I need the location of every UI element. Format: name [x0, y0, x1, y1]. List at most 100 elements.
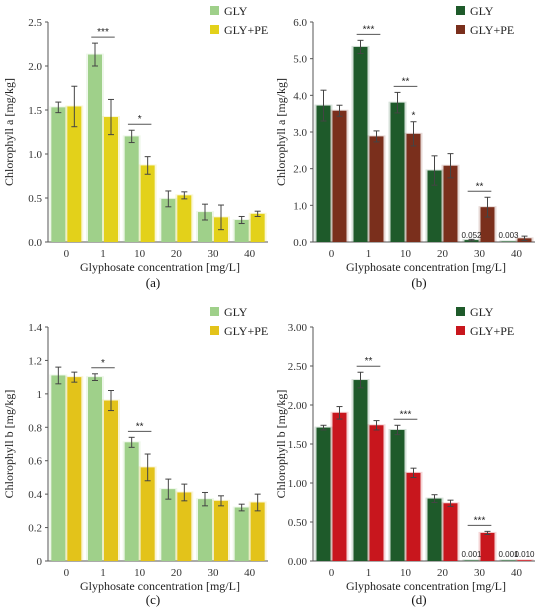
x-tick-label: 20 [437, 248, 449, 260]
y-tick-label: 0.50 [288, 517, 308, 529]
bar-gly-pe-30 [214, 500, 228, 561]
y-tick-label: 0.6 [28, 456, 42, 468]
bar-gly-pe-40 [250, 213, 265, 242]
bar-gly-30 [464, 560, 479, 561]
y-tick-label: 0.4 [28, 489, 42, 501]
bar-glow [515, 559, 534, 561]
x-tick-label: 0 [329, 567, 335, 579]
x-tick-label: 30 [208, 248, 220, 260]
x-tick-label: 0 [64, 248, 70, 260]
bar-gly-30 [198, 499, 212, 561]
x-tick-label: 10 [134, 567, 146, 579]
bar-gly-pe-10 [406, 472, 421, 561]
y-tick-label: 0.2 [28, 523, 42, 535]
y-axis-title: Chlorophyll a [mg/kg] [274, 78, 288, 186]
legend-swatch [456, 6, 465, 15]
bar-gly-40 [501, 241, 516, 242]
bar-gly-pe-30 [480, 532, 495, 561]
y-tick-label: 2.00 [288, 400, 308, 412]
bar-gly-20 [427, 170, 442, 242]
y-tick-label: 2.5 [28, 17, 42, 29]
bar-gly-pe-1 [104, 117, 118, 242]
bar-gly-pe-40 [250, 502, 265, 561]
legend-swatch [210, 6, 219, 15]
y-tick-label: 0.00 [288, 556, 308, 568]
bar-gly-pe-0 [332, 412, 347, 561]
legend-label: GLY [224, 305, 248, 319]
y-tick-label: 0 [37, 556, 43, 568]
data-label: 0.001 [461, 550, 482, 559]
significance-marker: ** [402, 76, 410, 87]
x-tick-label: 1 [100, 567, 106, 579]
y-tick-label: 2.0 [28, 61, 42, 73]
y-tick-label: 3.00 [288, 322, 308, 334]
x-tick-label: 30 [474, 567, 486, 579]
x-tick-label: 10 [400, 248, 412, 260]
x-tick-label: 20 [171, 567, 183, 579]
legend-label: GLY [470, 4, 494, 18]
panel-label: (d) [411, 592, 426, 607]
bar-gly-10 [390, 429, 405, 561]
y-tick-label: 3.0 [293, 127, 307, 139]
bar-gly-1 [88, 54, 102, 243]
chart-panel-3: 0.00 0.50 1.00 1.50 2.00 2.50 3.00 0 1 10 20 30 40 **… [274, 305, 535, 607]
x-tick-label: 40 [244, 567, 256, 579]
panel-label: (b) [411, 275, 426, 290]
x-tick-label: 1 [366, 248, 372, 260]
y-tick-label: 0.0 [28, 237, 42, 249]
bar-gly-40 [501, 560, 516, 561]
data-label: 0.003 [498, 231, 519, 240]
y-axis-title: Chlorophyll b [mg/kg] [2, 390, 16, 499]
bar-gly-0 [316, 427, 331, 561]
bar-gly-0 [51, 375, 66, 561]
significance-marker: *** [363, 24, 375, 35]
legend-label: GLY+PE [224, 324, 268, 338]
significance-marker: *** [97, 27, 109, 38]
bar-gly-10 [390, 102, 405, 243]
bar-gly-1 [353, 46, 368, 242]
x-tick-label: 40 [511, 248, 523, 260]
y-tick-label: 1.50 [288, 439, 308, 451]
bar-gly-10 [124, 442, 139, 561]
legend-label: GLY+PE [470, 23, 514, 37]
legend-label: GLY+PE [224, 23, 268, 37]
panel-label: (a) [146, 275, 160, 290]
bar-gly-0 [316, 105, 331, 242]
legend-label: GLY [224, 4, 248, 18]
significance-marker: ** [365, 356, 373, 367]
bar-glow [499, 559, 518, 561]
y-tick-label: 0.0 [293, 237, 307, 249]
legend-label: GLY [470, 305, 494, 319]
significance-marker: * [101, 358, 105, 369]
x-tick-label: 0 [329, 248, 335, 260]
x-tick-label: 30 [474, 248, 486, 260]
bar-glow [499, 240, 518, 242]
chart-panel-1: 0.01.02.03.04.05.06.00 1 10 20 30 40********0… [274, 4, 535, 290]
panel-label: (c) [146, 592, 160, 607]
legend-swatch [210, 25, 219, 34]
bar-gly-pe-1 [104, 400, 118, 561]
data-label: 0.010 [514, 550, 535, 559]
bar-gly-pe-1 [369, 136, 384, 242]
x-tick-label: 20 [171, 248, 183, 260]
legend-swatch [210, 326, 219, 335]
legend-swatch [456, 307, 465, 316]
significance-marker: *** [474, 515, 486, 526]
y-tick-label: 4.0 [293, 90, 307, 102]
y-tick-label: 0.5 [28, 193, 42, 205]
x-axis-title: Glyphosate concentration [mg/L] [80, 579, 240, 593]
x-tick-label: 1 [100, 248, 106, 260]
bar-gly-pe-10 [406, 133, 421, 242]
chart-panel-0: 0.00.51.01.52.02.50 1 10 20 30 40****GLYGLY+P… [2, 4, 268, 290]
bar-gly-1 [88, 377, 102, 561]
bar-gly-40 [234, 507, 249, 561]
significance-marker: * [138, 114, 142, 125]
bar-gly-20 [161, 489, 176, 561]
bar-gly-pe-40 [517, 560, 532, 561]
bar-gly-pe-0 [67, 106, 82, 242]
bar-gly-10 [124, 136, 139, 242]
x-axis-title: Glyphosate concentration [mg/L] [346, 260, 506, 274]
x-tick-label: 40 [244, 248, 256, 260]
bar-gly-pe-10 [140, 165, 155, 242]
